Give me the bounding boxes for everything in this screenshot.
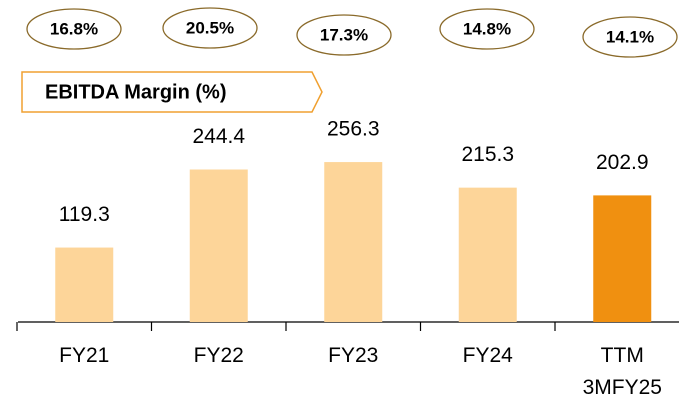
- margin-label: 17.3%: [320, 25, 368, 44]
- margin-oval: [162, 7, 258, 49]
- x-tick-label: TTM 3MFY25: [582, 344, 662, 399]
- bar: [593, 195, 652, 322]
- bar: [55, 247, 114, 322]
- margin-oval: [439, 8, 535, 50]
- margin-label: 14.1%: [606, 27, 654, 46]
- bar: [458, 187, 517, 322]
- data-label: 202.9: [596, 151, 649, 174]
- bar: [324, 162, 383, 322]
- annotation-box: [21, 71, 323, 113]
- margin-label: 20.5%: [186, 18, 234, 37]
- x-tick-label: FY22: [193, 344, 244, 367]
- data-label: 244.4: [192, 125, 245, 148]
- x-tick-label: FY21: [59, 344, 110, 367]
- x-tick-label: FY24: [462, 344, 513, 367]
- data-label: 119.3: [59, 203, 110, 226]
- margin-label: 14.8%: [463, 19, 511, 38]
- bar: [189, 169, 248, 322]
- margin-oval: [296, 14, 392, 56]
- annotation-title: EBITDA Margin (%): [45, 81, 226, 103]
- x-tick-label: FY23: [328, 344, 379, 367]
- margin-label: 16.8%: [50, 19, 98, 38]
- margin-oval: [26, 8, 122, 50]
- margin-oval: [582, 16, 678, 58]
- data-label: 215.3: [461, 143, 514, 166]
- data-label: 256.3: [327, 118, 380, 141]
